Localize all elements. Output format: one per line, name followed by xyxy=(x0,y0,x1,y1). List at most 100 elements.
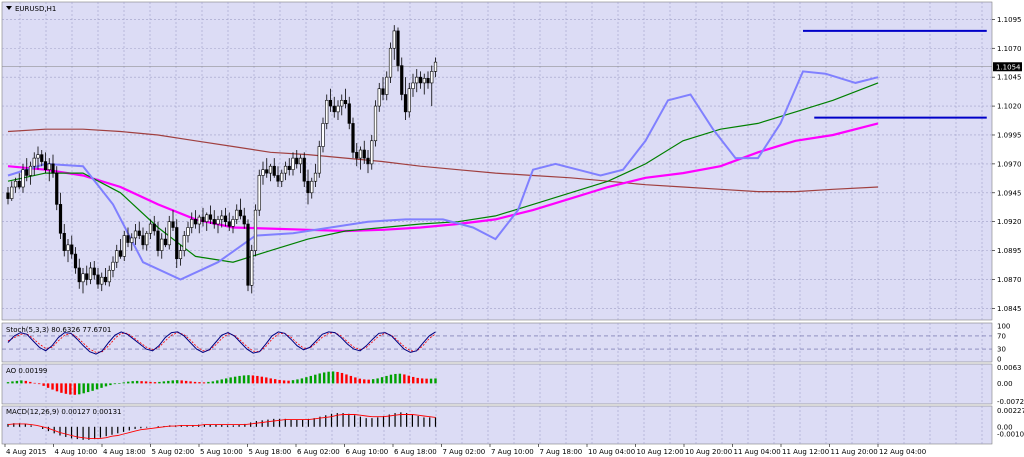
ao-bar xyxy=(184,380,188,384)
ao-bar xyxy=(6,382,10,384)
level-lines[interactable] xyxy=(803,29,987,119)
ao-bar xyxy=(225,378,228,384)
ao-bar xyxy=(29,381,32,384)
awesome-oscillator-panel[interactable]: 0.0063 0.00 -0.00724 AO 0.00199 xyxy=(1,363,1024,406)
ao-bar xyxy=(207,381,210,384)
ao-bar xyxy=(95,383,99,390)
symbol-label: EURUSD,H1 xyxy=(15,5,56,13)
dropdown-triangle-icon[interactable] xyxy=(6,6,12,10)
macd-panel[interactable]: 0.00227 0.00-0.0010 MACD(12,26,9) 0.00127… xyxy=(1,405,1024,445)
ao-bar xyxy=(131,381,134,384)
ao-bar xyxy=(389,374,393,384)
candle-body xyxy=(358,149,363,159)
candle-body xyxy=(261,169,265,176)
candle-body xyxy=(250,250,254,286)
candle-body xyxy=(287,165,291,170)
ao-bar xyxy=(331,371,335,384)
candle-body xyxy=(55,172,59,205)
ao-bar xyxy=(309,375,313,384)
time-tick-label: 10 Aug 20:00 xyxy=(685,448,732,456)
time-tick-label: 7 Aug 18:00 xyxy=(540,448,583,456)
candle-body xyxy=(253,209,258,251)
stoch-tick-label: 70 xyxy=(997,332,1006,340)
price-tick-label: 1.1070 xyxy=(997,45,1022,53)
ao-bar xyxy=(135,380,139,384)
candle-body xyxy=(336,105,340,113)
macd-tick-label: 0.00227 xyxy=(997,407,1024,415)
ao-bar xyxy=(371,379,375,384)
macd-signal xyxy=(7,414,436,439)
candle-body xyxy=(415,76,419,84)
candle-body xyxy=(257,175,261,211)
candle-body xyxy=(317,146,321,174)
ao-bar xyxy=(398,373,402,384)
time-tick-label: 4 Aug 2015 xyxy=(6,448,46,456)
candle-body xyxy=(122,235,126,257)
ao-bar xyxy=(69,383,72,395)
time-tick-label: 7 Aug 10:00 xyxy=(491,448,534,456)
ao-bar xyxy=(144,381,148,384)
ao-bar xyxy=(385,375,388,384)
candle-body xyxy=(265,169,269,174)
candle-body xyxy=(291,157,295,170)
candle-body xyxy=(370,140,374,165)
candle-body xyxy=(88,267,93,280)
candle-body xyxy=(111,261,115,271)
candle-body xyxy=(13,180,18,188)
candle-body xyxy=(190,219,194,228)
candle-body xyxy=(313,172,318,182)
candle-body xyxy=(115,250,119,263)
ao-histogram xyxy=(6,371,437,395)
candle-body xyxy=(276,175,280,182)
macd-panel-bg xyxy=(1,405,993,445)
ao-bar xyxy=(345,374,348,384)
candle-body xyxy=(246,223,250,286)
candle-body xyxy=(148,223,153,234)
ao-bar xyxy=(318,373,321,384)
candle-body xyxy=(36,154,40,159)
candle-body xyxy=(152,223,156,232)
candle-body xyxy=(343,99,348,105)
ao-bar xyxy=(24,380,28,384)
time-tick-label: 11 Aug 04:00 xyxy=(734,448,781,456)
price-tick-label: 1.0920 xyxy=(997,218,1022,226)
price-panel[interactable]: 1.1095 1.1070 1.1045 1.1020 1.0995 1.0970 1.09… xyxy=(1,1,1022,321)
ao-bar xyxy=(416,377,419,384)
ao-bar xyxy=(282,380,286,384)
stochastic-lines xyxy=(7,331,436,355)
ao-bar xyxy=(100,383,103,388)
ao-bar xyxy=(327,371,330,384)
ao-bar xyxy=(425,378,428,384)
candle-body xyxy=(160,238,164,251)
candle-body xyxy=(426,78,430,84)
ao-bar xyxy=(256,375,259,384)
candle-body xyxy=(141,235,145,246)
candle-body xyxy=(362,149,366,159)
ao-bar xyxy=(193,381,197,384)
time-tick-label: 10 Aug 12:00 xyxy=(637,448,684,456)
ao-bar xyxy=(46,383,50,388)
ao-bar xyxy=(407,375,410,384)
candle-body xyxy=(310,180,314,194)
candle-body xyxy=(130,237,134,243)
ao-bar xyxy=(287,380,290,384)
candle-body xyxy=(227,221,231,227)
candle-body xyxy=(418,76,423,84)
candle-body xyxy=(73,253,78,269)
time-tick-label: 6 Aug 18:00 xyxy=(394,448,437,456)
candle-body xyxy=(100,276,104,285)
ao-bar xyxy=(109,383,112,386)
candle-body xyxy=(302,157,306,182)
ao-bar xyxy=(367,379,370,384)
ao-bar xyxy=(291,380,295,384)
candle-body xyxy=(347,103,351,124)
candle-body xyxy=(118,250,123,257)
ao-bar xyxy=(73,383,76,395)
price-tick-label: 1.0895 xyxy=(997,247,1022,255)
ao-bar xyxy=(229,377,232,384)
candle-body xyxy=(268,165,273,174)
ao-bar xyxy=(162,381,166,384)
price-tick-label: 1.0870 xyxy=(997,276,1022,284)
candle-body xyxy=(295,157,299,165)
